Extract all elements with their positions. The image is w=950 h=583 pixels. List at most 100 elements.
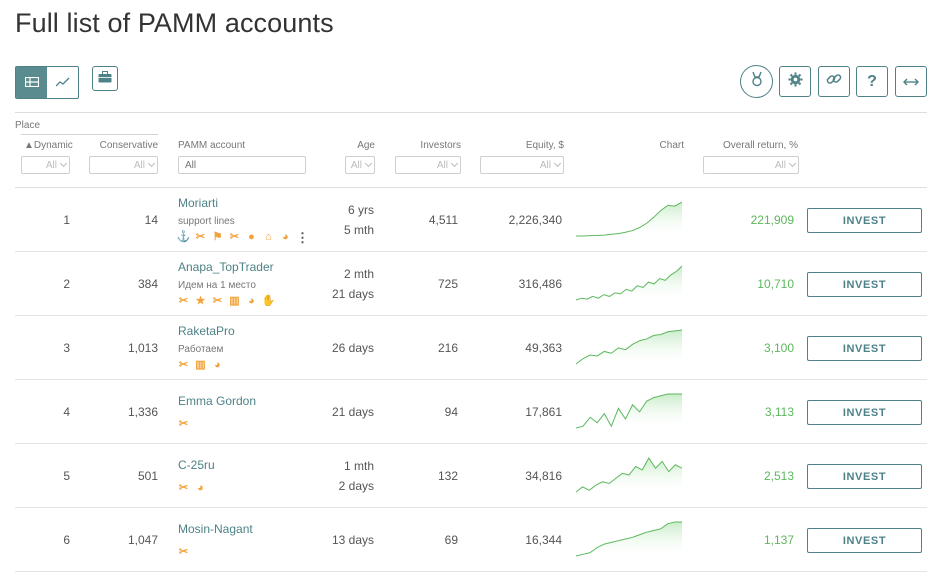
age-line: 26 days: [331, 341, 374, 355]
invest-button[interactable]: INVEST: [807, 272, 922, 297]
equity-value: 49,363: [525, 341, 562, 355]
share-link-button[interactable]: [818, 66, 850, 97]
column-header-investors[interactable]: Investors: [420, 140, 461, 151]
runner-icon: ✂: [178, 418, 189, 430]
divider: [15, 187, 927, 188]
chart-view-button[interactable]: [47, 67, 78, 98]
dynamic-place: 4: [63, 405, 70, 419]
portfolio-button[interactable]: [92, 66, 118, 91]
dynamic-place: 1: [63, 213, 70, 227]
invest-button[interactable]: INVEST: [807, 528, 922, 553]
runner-icon: ✂: [178, 359, 189, 371]
chevron-down-icon: [553, 159, 562, 168]
sparkline-line: [576, 265, 682, 301]
rating-button[interactable]: [740, 65, 773, 98]
table-row: 4 1,336 Emma Gordon ✂ 21 days 94 17,861 …: [15, 380, 927, 444]
question-icon: ?: [867, 72, 877, 90]
column-header-chart: Chart: [659, 140, 684, 151]
table-view-button[interactable]: [16, 67, 47, 98]
gauge-icon: ◕: [248, 295, 255, 307]
age-line: 2 mth: [343, 267, 374, 281]
invest-button[interactable]: INVEST: [807, 464, 922, 489]
account-search-input[interactable]: [179, 157, 305, 173]
dynamic-place: 5: [63, 469, 70, 483]
investors-count: 69: [444, 533, 458, 547]
filter-value: All: [436, 159, 448, 171]
investors-count: 4,511: [428, 213, 458, 227]
account-name-link[interactable]: Moriarti: [178, 196, 219, 210]
lock-icon: ●: [248, 231, 255, 243]
dynamic-filter-select[interactable]: All: [21, 156, 70, 174]
chevron-down-icon: [59, 159, 68, 168]
account-name-link[interactable]: RaketaPro: [178, 324, 235, 338]
age-filter-select[interactable]: All: [345, 156, 375, 174]
return-filter-select[interactable]: All: [703, 156, 799, 174]
place-group-label: Place: [15, 120, 41, 131]
star-icon: ★: [195, 295, 206, 307]
account-age: 13 days: [315, 530, 374, 550]
account-name-link[interactable]: Mosin-Nagant: [178, 522, 253, 536]
investors-count: 94: [444, 405, 458, 419]
investors-filter-select[interactable]: All: [395, 156, 461, 174]
equity-sparkline: [576, 393, 682, 430]
filter-value: All: [133, 159, 145, 171]
column-header-overall-return[interactable]: Overall return, %: [722, 140, 798, 151]
conservative-place: 1,047: [127, 533, 158, 547]
account-name-link[interactable]: C-25ru: [178, 458, 215, 472]
column-header-age[interactable]: Age: [357, 140, 375, 151]
thumbs-up-icon: ✋: [261, 295, 276, 307]
help-button[interactable]: ?: [856, 66, 888, 97]
page-title: Full list of PAMM accounts: [15, 8, 334, 38]
invest-button[interactable]: INVEST: [807, 336, 922, 361]
equity-sparkline: [576, 201, 682, 238]
equity-sparkline: [576, 265, 682, 302]
column-header-dynamic[interactable]: ▲Dynamic: [24, 140, 73, 151]
filter-value: All: [774, 159, 786, 171]
chevron-down-icon: [788, 159, 797, 168]
investors-count: 725: [437, 277, 458, 291]
table-view-icon: [24, 74, 39, 92]
badge-list: ✂: [178, 419, 189, 430]
column-header-equity[interactable]: Equity, $: [525, 140, 564, 151]
sparkline-area: [576, 458, 682, 494]
chevron-down-icon: [147, 159, 156, 168]
account-age: 6 yrs 5 mth: [315, 200, 374, 240]
table-row: 3 1,013 RaketaPro Работаем ✂ ▥ ◕ 26 days…: [15, 316, 927, 380]
overall-return: 3,113: [764, 405, 794, 419]
gauge-icon: ◕: [214, 359, 221, 371]
conservative-place: 1,336: [127, 405, 158, 419]
badge-list: ⚓ ✂ ⚑ ✂ ● ⌂ ◕ ⋮: [177, 230, 309, 245]
account-name-link[interactable]: Emma Gordon: [178, 394, 257, 408]
conservative-place: 384: [137, 277, 158, 291]
column-header-conservative[interactable]: Conservative: [99, 140, 158, 151]
equity-filter-select[interactable]: All: [480, 156, 564, 174]
age-line: 5 mth: [343, 223, 374, 237]
briefcase-icon: [98, 70, 112, 88]
account-age: 2 mth 21 days: [315, 264, 374, 304]
expand-width-button[interactable]: [895, 66, 927, 97]
medal-icon: [750, 71, 764, 92]
overall-return: 221,909: [750, 213, 794, 227]
account-age: 21 days: [315, 402, 374, 422]
divider: [15, 112, 927, 113]
settings-button[interactable]: [779, 66, 811, 97]
runner-icon: ✂: [178, 482, 189, 494]
conservative-filter-select[interactable]: All: [89, 156, 158, 174]
overall-return: 10,710: [757, 277, 794, 291]
sparkline-area: [576, 266, 682, 302]
invest-button[interactable]: INVEST: [807, 208, 922, 233]
equity-value: 2,226,340: [508, 213, 562, 227]
filter-value: All: [45, 159, 57, 171]
column-header-pamm-account[interactable]: PAMM account: [178, 140, 246, 151]
more-options-icon[interactable]: ⋮: [296, 230, 309, 245]
invest-button[interactable]: INVEST: [807, 400, 922, 425]
account-age: 26 days: [315, 338, 374, 358]
badge-list: ✂ ◕: [178, 483, 206, 494]
table-row: 1 14 Moriarti support lines ⚓ ✂ ⚑ ✂ ● ⌂ …: [15, 188, 927, 252]
account-age: 1 mth 2 days: [315, 456, 374, 496]
account-name-link[interactable]: Anapa_TopTrader: [178, 260, 274, 274]
investors-count: 132: [437, 469, 458, 483]
flag-icon: ⚑: [212, 231, 223, 243]
dynamic-place: 2: [63, 277, 70, 291]
overall-return: 1,137: [763, 533, 794, 547]
